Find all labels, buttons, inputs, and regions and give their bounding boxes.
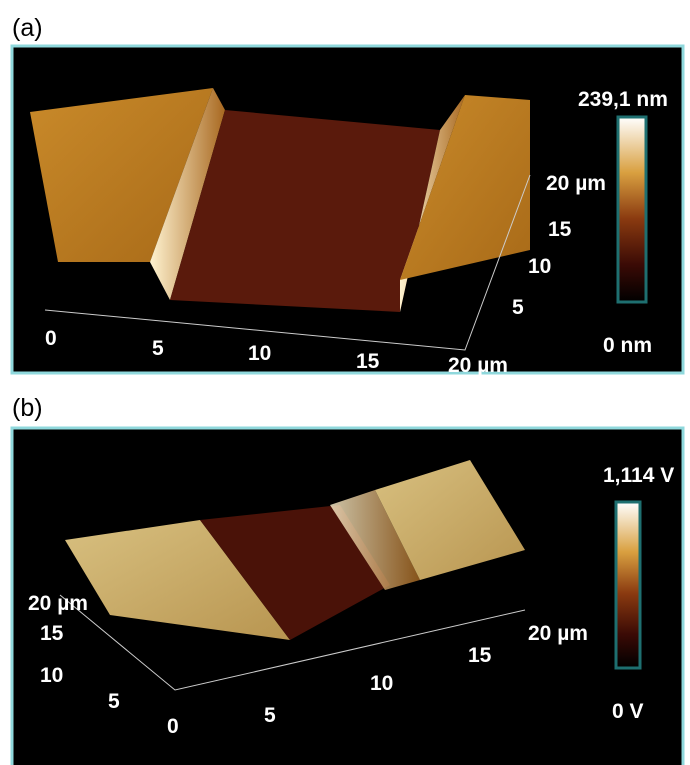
surface-a [30,88,530,312]
panel-label: (b) [12,394,43,422]
x-tick-label: 5 [264,704,276,727]
y-tick-label: 20 µm [28,592,88,615]
x-tick-label: 15 [468,644,492,667]
colorbar-min: 0 nm [603,334,652,357]
axes-a [44,174,531,351]
surface-b [65,460,525,640]
x-tick-label: 0 [45,327,57,350]
colorbar [616,115,648,304]
axes-b [59,594,526,691]
y-tick-label: 15 [548,218,572,241]
colorbar [614,500,642,670]
y-tick-label: 10 [528,255,551,278]
x-tick-label: 0 [167,715,179,738]
colorbar-max: 1,114 V [603,464,674,487]
x-tick-label: 10 [248,342,271,365]
colorbar-min: 0 V [612,700,644,723]
y-tick-label: 20 µm [546,172,606,195]
panel-label: (a) [12,14,43,42]
x-tick-label: 20 µm [448,354,508,377]
x-tick-label: 20 µm [528,622,588,645]
x-tick-label: 15 [356,350,380,373]
colorbar-max: 239,1 nm [578,88,668,111]
x-tick-label: 5 [152,337,164,360]
y-tick-label: 5 [108,690,120,713]
y-tick-label: 10 [40,664,63,687]
x-tick-label: 10 [370,672,393,695]
y-tick-label: 15 [40,622,64,645]
y-tick-label: 5 [512,296,524,319]
